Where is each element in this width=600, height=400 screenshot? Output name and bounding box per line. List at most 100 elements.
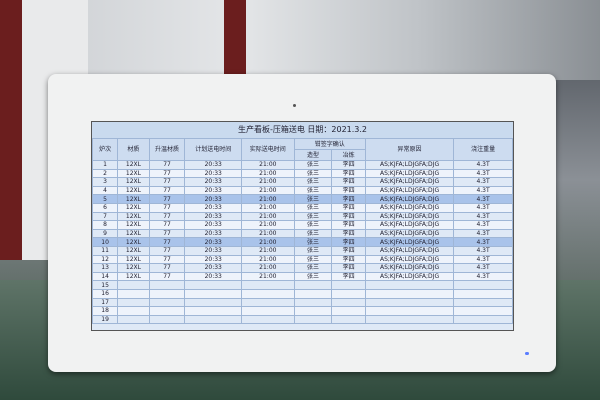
cell-no: 8 — [91, 220, 119, 230]
cell-no: 11 — [91, 245, 119, 256]
background-wall — [0, 0, 600, 80]
cell-smelt: 李四 — [331, 177, 366, 187]
cell-weight — [453, 297, 513, 308]
cell-actual — [241, 297, 295, 308]
table-row: 3 12XL 77 20:33 21:00 张三 李四 AS;KJFA;LDJGFA;DJG 4… — [91, 177, 513, 187]
header-sign-group: 钳签字确认 — [293, 138, 366, 150]
cell-heat — [148, 280, 186, 290]
cell-weight — [453, 288, 513, 299]
cell-mat: 12XL — [117, 271, 150, 282]
cell-actual: 21:00 — [241, 177, 295, 187]
cell-plan — [184, 280, 243, 290]
table-row: 13 12XL 77 20:33 21:00 张三 李四 AS;KJFA;LDJGFA;DJG… — [91, 263, 513, 273]
cell-actual — [241, 288, 295, 299]
background-pillar — [0, 0, 22, 260]
cell-reason: AS;KJFA;LDJGFA;DJG — [364, 185, 455, 196]
cell-mold: 张三 — [293, 177, 333, 187]
cell-actual — [241, 314, 295, 325]
cell-weight: 4.3T — [453, 254, 513, 265]
cell-mat: 12XL — [117, 185, 150, 196]
cell-heat — [148, 314, 186, 325]
cell-actual: 21:00 — [241, 202, 295, 213]
cell-mold: 张三 — [293, 271, 333, 282]
cell-actual: 21:00 — [241, 263, 295, 273]
cell-smelt: 李四 — [331, 237, 366, 247]
cell-mat: 12XL — [117, 254, 150, 265]
cell-heat: 77 — [148, 263, 186, 273]
table-row: 10 12XL 77 20:33 21:00 张三 李四 AS;KJFA;LDJGFA;DJG… — [91, 237, 513, 247]
table-row: 5 12XL 77 20:33 21:00 张三 李四 AS;KJFA;LDJGFA;DJG 4… — [91, 194, 513, 204]
cell-smelt: 李四 — [331, 202, 366, 213]
cell-heat: 77 — [148, 194, 186, 204]
cell-mold: 张三 — [293, 194, 333, 204]
cell-no: 3 — [91, 177, 119, 187]
cell-mat: 12XL — [117, 202, 150, 213]
table-row: 14 12XL 77 20:33 21:00 张三 李四 AS;KJFA;LDJGFA;DJG… — [91, 271, 513, 282]
cell-plan: 20:33 — [184, 271, 243, 282]
header-pour-weight: 浇注重量 — [453, 138, 513, 161]
cell-no: 19 — [91, 314, 119, 325]
cell-heat — [148, 288, 186, 299]
cell-no: 2 — [91, 168, 119, 179]
cell-heat: 77 — [148, 220, 186, 230]
cell-smelt — [331, 280, 366, 290]
cell-weight: 4.3T — [453, 220, 513, 230]
power-led-icon — [525, 352, 529, 355]
cell-reason: AS;KJFA;LDJGFA;DJG — [364, 168, 455, 179]
cell-weight — [453, 306, 513, 316]
cell-reason: AS;KJFA;LDJGFA;DJG — [364, 177, 455, 187]
table-row: 11 12XL 77 20:33 21:00 张三 李四 AS;KJFA;LDJGFA;DJG… — [91, 245, 513, 256]
cell-plan: 20:33 — [184, 168, 243, 179]
cell-reason: AS;KJFA;LDJGFA;DJG — [364, 220, 455, 230]
cell-actual: 21:00 — [241, 211, 295, 222]
cell-no: 17 — [91, 297, 119, 308]
cell-plan: 20:33 — [184, 228, 243, 239]
table-row: 6 12XL 77 20:33 21:00 张三 李四 AS;KJFA;LDJGFA;DJG 4… — [91, 202, 513, 213]
cell-mat — [117, 280, 150, 290]
cell-heat: 77 — [148, 211, 186, 222]
cell-reason: AS;KJFA;LDJGFA;DJG — [364, 194, 455, 204]
cell-smelt: 李四 — [331, 254, 366, 265]
cell-plan: 20:33 — [184, 245, 243, 256]
cell-mat: 12XL — [117, 177, 150, 187]
cell-mold: 张三 — [293, 168, 333, 179]
cell-smelt — [331, 306, 366, 316]
cell-smelt — [331, 297, 366, 308]
cell-weight: 4.3T — [453, 245, 513, 256]
cell-weight: 4.3T — [453, 211, 513, 222]
cell-heat: 77 — [148, 228, 186, 239]
cell-mat: 12XL — [117, 228, 150, 239]
cell-weight: 4.3T — [453, 177, 513, 187]
cell-reason: AS;KJFA;LDJGFA;DJG — [364, 271, 455, 282]
cell-smelt: 李四 — [331, 220, 366, 230]
cell-smelt: 李四 — [331, 211, 366, 222]
cell-heat: 77 — [148, 254, 186, 265]
cell-reason — [364, 280, 455, 290]
cell-mat — [117, 314, 150, 325]
cell-no: 6 — [91, 202, 119, 213]
cell-reason — [364, 288, 455, 299]
table-row: 18 — [91, 306, 513, 316]
cell-heat: 77 — [148, 237, 186, 247]
cell-no: 4 — [91, 185, 119, 196]
cell-plan: 20:33 — [184, 194, 243, 204]
cell-actual: 21:00 — [241, 237, 295, 247]
cell-heat: 77 — [148, 271, 186, 282]
cell-weight — [453, 280, 513, 290]
cell-weight: 4.3T — [453, 168, 513, 179]
table-row: 12 12XL 77 20:33 21:00 张三 李四 AS;KJFA;LDJGFA;DJG… — [91, 254, 513, 265]
cell-mold: 张三 — [293, 211, 333, 222]
cell-reason: AS;KJFA;LDJGFA;DJG — [364, 211, 455, 222]
cell-weight: 4.3T — [453, 194, 513, 204]
header-planned-time: 计划送电时间 — [184, 138, 243, 161]
cell-no: 10 — [91, 237, 119, 247]
cell-mold: 张三 — [293, 185, 333, 196]
cell-actual: 21:00 — [241, 168, 295, 179]
header-smelting: 冶炼 — [331, 149, 366, 161]
table-row: 19 — [91, 314, 513, 325]
cell-mat: 12XL — [117, 220, 150, 230]
cell-plan: 20:33 — [184, 160, 243, 170]
cell-mat: 12XL — [117, 263, 150, 273]
cell-actual: 21:00 — [241, 220, 295, 230]
cell-mat — [117, 306, 150, 316]
